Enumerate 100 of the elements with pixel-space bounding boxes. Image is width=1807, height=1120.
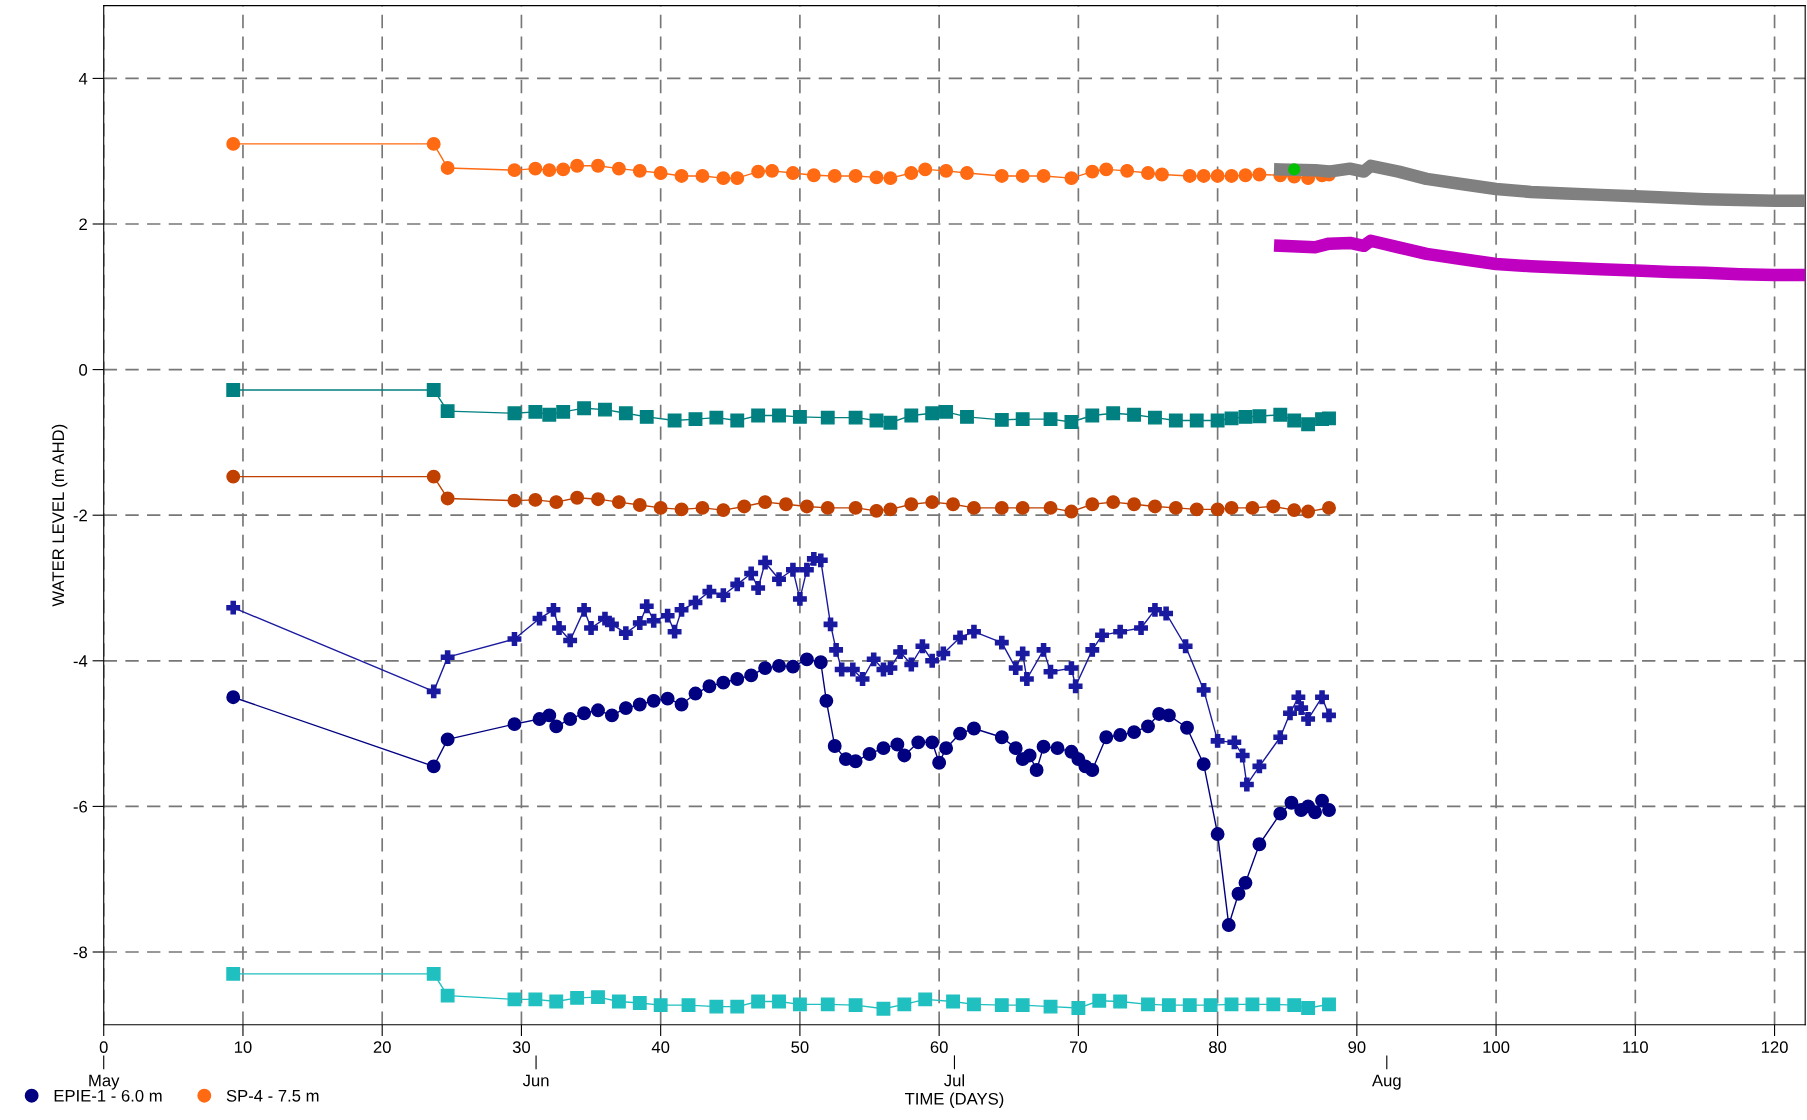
- point: [772, 994, 786, 1009]
- point: [1273, 407, 1288, 422]
- point: [611, 495, 626, 510]
- point: [1301, 504, 1316, 519]
- x-tick-label: 40: [651, 1041, 670, 1054]
- point: [1106, 495, 1121, 510]
- point: [918, 992, 933, 1007]
- point: [674, 169, 689, 183]
- legend-label: SP-4 - 7.5 m: [226, 1089, 319, 1102]
- point: [528, 404, 543, 419]
- point: [1301, 417, 1316, 432]
- point: [1210, 169, 1225, 183]
- point: [799, 499, 814, 514]
- point: [226, 136, 241, 151]
- point: [946, 994, 961, 1009]
- point: [695, 169, 710, 183]
- point: [946, 497, 961, 512]
- point: [925, 495, 940, 510]
- point: [1182, 169, 1197, 183]
- point: [994, 998, 1009, 1013]
- point: [1099, 162, 1114, 177]
- point: [1245, 500, 1260, 515]
- point: [226, 966, 241, 981]
- x-tick-label: 0: [99, 1041, 108, 1054]
- point: [1287, 998, 1302, 1013]
- point: [1301, 1001, 1316, 1016]
- point: [440, 404, 455, 419]
- point: [1113, 994, 1128, 1009]
- x-tick-label: 30: [512, 1041, 531, 1054]
- point: [1252, 167, 1267, 182]
- point: [226, 383, 241, 397]
- point: [1224, 169, 1239, 183]
- point: [883, 502, 898, 517]
- point: [1141, 166, 1155, 180]
- point: [598, 402, 612, 417]
- point: [556, 162, 571, 177]
- point: [1036, 169, 1051, 183]
- point: [1148, 499, 1162, 514]
- x-axis-title: TIME (DAYS): [904, 1092, 1004, 1108]
- point: [440, 491, 455, 506]
- point: [653, 998, 668, 1013]
- point: [1092, 993, 1107, 1008]
- x-tick-label: 80: [1209, 1041, 1227, 1054]
- point: [1245, 997, 1260, 1012]
- point: [918, 162, 933, 177]
- point: [528, 492, 543, 507]
- point: [570, 990, 585, 1005]
- point: [1148, 410, 1162, 425]
- point: [730, 999, 745, 1014]
- point: [904, 166, 919, 180]
- x-tick-label: 110: [1623, 1041, 1648, 1054]
- point: [1203, 998, 1218, 1013]
- point: [994, 412, 1009, 427]
- point: [772, 408, 786, 423]
- point: [639, 409, 654, 424]
- point: [426, 966, 441, 981]
- point: [848, 500, 863, 515]
- point: [1085, 164, 1100, 179]
- y-tick-label: 0: [79, 364, 88, 376]
- point: [440, 988, 455, 1003]
- point: [709, 999, 724, 1014]
- point: [1189, 413, 1204, 428]
- point: [1127, 497, 1142, 512]
- point: [570, 490, 585, 505]
- point: [542, 407, 557, 422]
- point: [507, 163, 522, 178]
- point: [591, 492, 605, 507]
- point: [1168, 413, 1183, 428]
- point: [1210, 413, 1225, 428]
- point: [1071, 1001, 1086, 1016]
- point: [632, 996, 647, 1010]
- point: [1043, 412, 1058, 427]
- point: [751, 164, 766, 179]
- point: [549, 994, 564, 1009]
- point: [960, 409, 974, 424]
- y-tick-label: 4: [78, 72, 88, 85]
- x-tick-label: 70: [1069, 1041, 1087, 1054]
- point: [1043, 500, 1058, 515]
- point: [611, 994, 626, 1009]
- point: [1266, 499, 1281, 514]
- point: [848, 410, 863, 425]
- point: [653, 500, 668, 515]
- point: [1238, 168, 1253, 183]
- x-tick-label: 60: [930, 1041, 948, 1054]
- point: [967, 997, 981, 1012]
- point: [611, 161, 626, 176]
- point: [653, 166, 668, 180]
- point: [820, 500, 835, 515]
- point: [827, 169, 842, 183]
- point: [904, 408, 919, 423]
- point: [549, 495, 564, 510]
- point: [751, 994, 766, 1009]
- x2-tick-label: May: [89, 1074, 120, 1090]
- point: [806, 168, 821, 183]
- point: [1085, 497, 1100, 512]
- point: [507, 493, 522, 508]
- point: [869, 413, 884, 428]
- x-tick-label: 10: [234, 1041, 252, 1054]
- point: [758, 495, 773, 510]
- point: [426, 383, 441, 397]
